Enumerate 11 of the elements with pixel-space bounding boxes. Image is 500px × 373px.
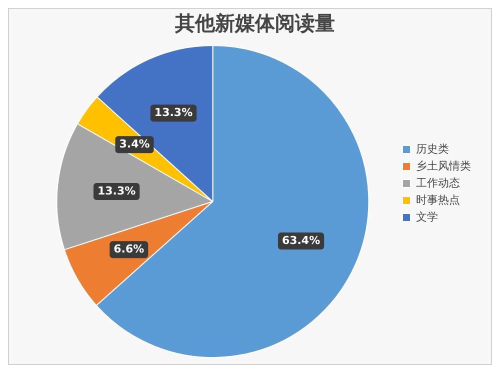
data-label: 63.4% [282,234,320,247]
chart-title: 其他新媒体阅读量 [174,11,335,36]
legend-label: 时事热点 [416,193,460,206]
legend-label: 工作动态 [416,176,460,190]
data-label: 13.3% [97,184,136,198]
legend-label: 历史类 [416,142,449,156]
data-label: 13.3% [154,106,193,119]
legend-label: 文学 [416,210,438,224]
data-label: 6.6% [114,242,144,256]
data-label: 3.4% [119,138,150,151]
legend-label: 乡土风情类 [416,159,471,172]
